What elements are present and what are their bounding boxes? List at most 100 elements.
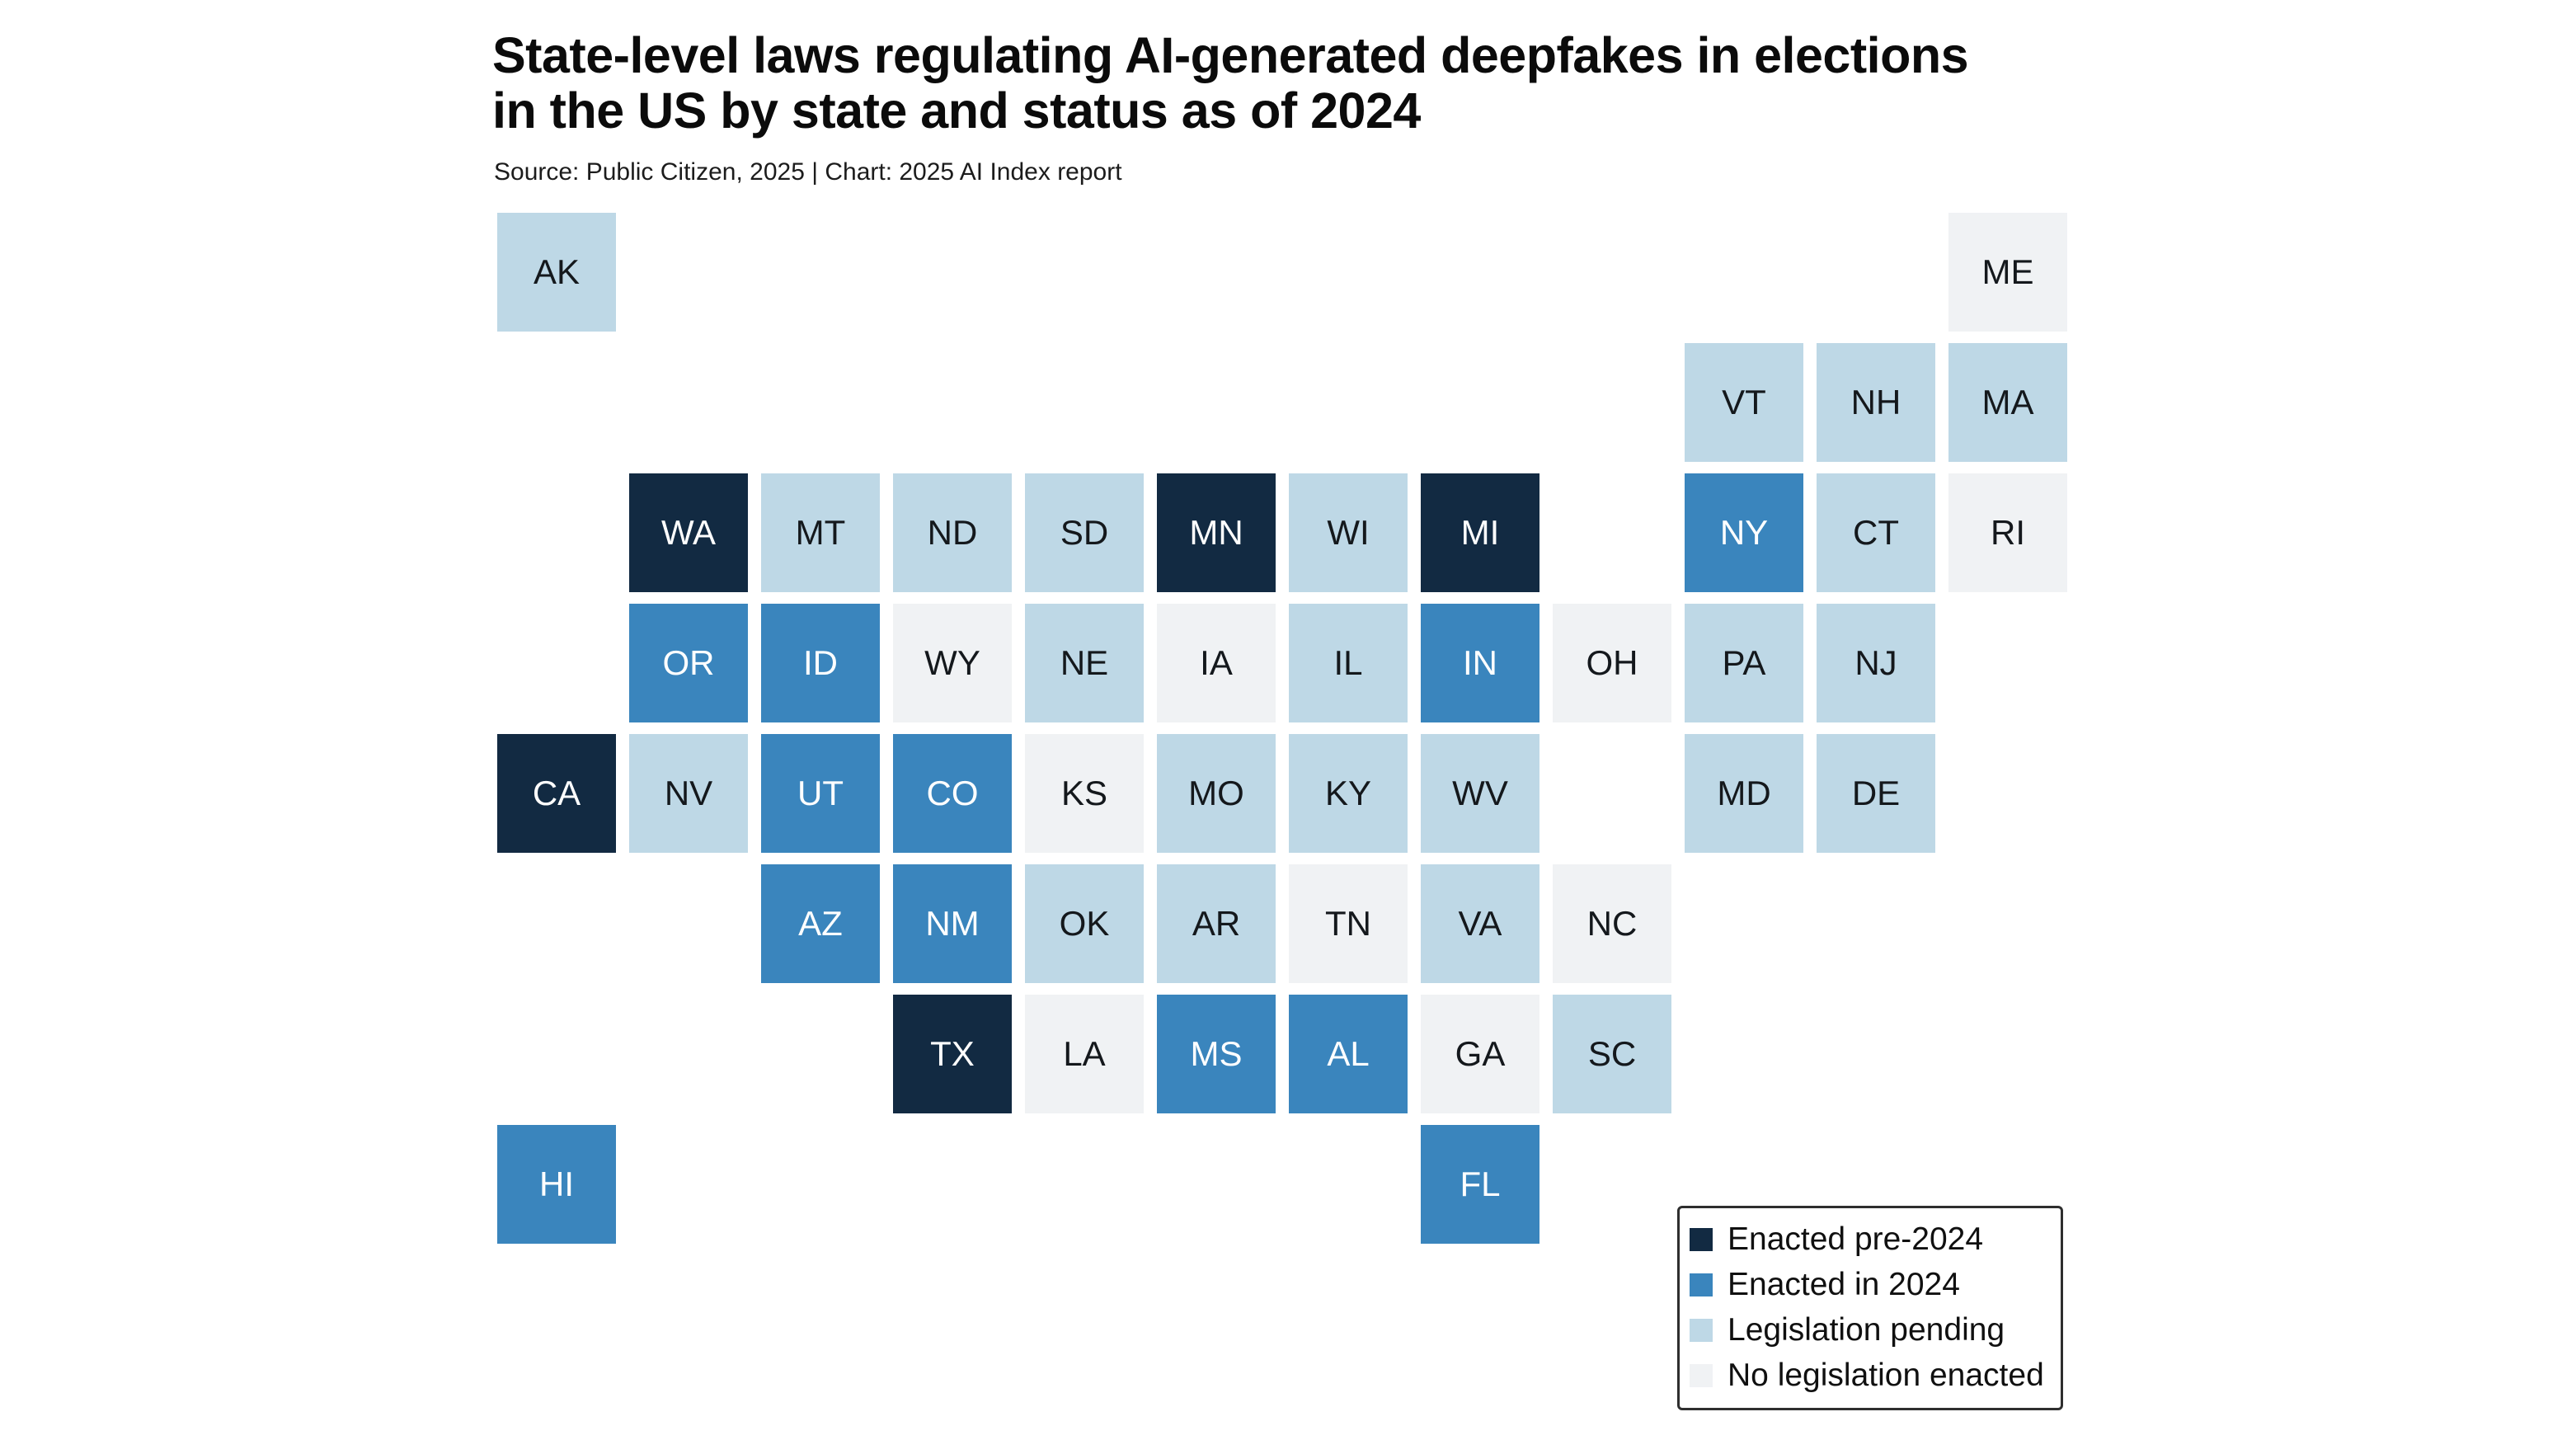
state-tile-wi: WI [1289, 473, 1408, 592]
legend-label: Enacted in 2024 [1728, 1266, 1960, 1302]
state-tile-md: MD [1685, 734, 1803, 853]
state-label: WV [1452, 774, 1508, 812]
state-label: RI [1991, 513, 2025, 552]
state-tile-nc: NC [1553, 864, 1671, 983]
state-tile-sc: SC [1553, 995, 1671, 1113]
chart-source: Source: Public Citizen, 2025 | Chart: 20… [494, 158, 1122, 186]
state-tile-ma: MA [1948, 343, 2067, 462]
legend-label: No legislation enacted [1728, 1357, 2044, 1393]
state-tile-il: IL [1289, 604, 1408, 722]
state-tile-ak: AK [497, 213, 616, 332]
legend-label: Legislation pending [1728, 1311, 2005, 1348]
state-tile-in: IN [1421, 604, 1539, 722]
state-tile-me: ME [1948, 213, 2067, 332]
state-tile-ky: KY [1289, 734, 1408, 853]
state-tile-az: AZ [761, 864, 880, 983]
state-tile-mn: MN [1157, 473, 1276, 592]
state-tile-sd: SD [1025, 473, 1144, 592]
state-tile-pa: PA [1685, 604, 1803, 722]
legend-item-legislation_pending: Legislation pending [1690, 1307, 2044, 1353]
state-label: VA [1458, 904, 1502, 943]
state-label: SD [1060, 513, 1109, 552]
state-label: NY [1719, 513, 1769, 552]
state-label: IL [1333, 643, 1363, 682]
state-label: UT [797, 774, 844, 812]
state-tile-ga: GA [1421, 995, 1539, 1113]
state-label: IA [1200, 643, 1233, 682]
state-tile-wv: WV [1421, 734, 1539, 853]
state-tile-nv: NV [629, 734, 748, 853]
state-tile-ny: NY [1685, 473, 1803, 592]
chart-title: State-level laws regulating AI-generated… [492, 27, 1969, 139]
state-label: NC [1586, 904, 1638, 943]
state-label: PA [1722, 643, 1766, 682]
state-tile-nm: NM [893, 864, 1012, 983]
state-label: KY [1324, 774, 1372, 812]
state-label: TX [930, 1034, 975, 1073]
state-label: MT [795, 513, 846, 552]
tile-map: AK ME VT NH MA WA MT ND SD MN WI MI NY CT RI OR ID WY NE IA… [497, 213, 2072, 1248]
state-tile-mi: MI [1421, 473, 1539, 592]
state-tile-ms: MS [1157, 995, 1276, 1113]
state-label: TN [1325, 904, 1371, 943]
state-tile-ut: UT [761, 734, 880, 853]
state-label: OH [1586, 643, 1638, 682]
state-label: MD [1717, 774, 1771, 812]
state-tile-ct: CT [1817, 473, 1935, 592]
state-tile-ia: IA [1157, 604, 1276, 722]
state-label: MS [1190, 1034, 1243, 1073]
state-label: NM [925, 904, 980, 943]
state-tile-nj: NJ [1817, 604, 1935, 722]
state-tile-or: OR [629, 604, 748, 722]
state-label: GA [1455, 1034, 1506, 1073]
state-label: OR [662, 643, 715, 682]
state-tile-la: LA [1025, 995, 1144, 1113]
state-label: MO [1188, 774, 1244, 812]
state-label: ME [1981, 252, 2034, 291]
state-label: NE [1060, 643, 1109, 682]
legend-swatch-icon [1690, 1227, 1713, 1251]
state-tile-de: DE [1817, 734, 1935, 853]
state-label: WA [660, 513, 717, 552]
state-label: IN [1463, 643, 1497, 682]
state-tile-mt: MT [761, 473, 880, 592]
state-label: WI [1327, 513, 1370, 552]
state-tile-va: VA [1421, 864, 1539, 983]
state-label: MN [1189, 513, 1243, 552]
legend-item-enacted_pre_2024: Enacted pre-2024 [1690, 1216, 2044, 1262]
state-label: OK [1059, 904, 1110, 943]
legend-item-enacted_in_2024: Enacted in 2024 [1690, 1262, 2044, 1307]
state-tile-ks: KS [1025, 734, 1144, 853]
state-tile-ne: NE [1025, 604, 1144, 722]
state-tile-co: CO [893, 734, 1012, 853]
state-label: WY [924, 643, 980, 682]
state-tile-al: AL [1289, 995, 1408, 1113]
state-tile-wa: WA [629, 473, 748, 592]
legend-item-no_legislation: No legislation enacted [1690, 1353, 2044, 1398]
state-tile-wy: WY [893, 604, 1012, 722]
state-label: DE [1851, 774, 1901, 812]
state-tile-tn: TN [1289, 864, 1408, 983]
state-tile-ok: OK [1025, 864, 1144, 983]
state-label: AR [1192, 904, 1241, 943]
state-label: MA [1981, 383, 2034, 421]
state-label: KS [1060, 774, 1108, 812]
state-label: CT [1853, 513, 1899, 552]
legend-swatch-icon [1690, 1273, 1713, 1296]
state-tile-oh: OH [1553, 604, 1671, 722]
state-label: HI [539, 1165, 574, 1203]
state-label: MI [1460, 513, 1500, 552]
state-label: NJ [1854, 643, 1897, 682]
state-label: ND [927, 513, 978, 552]
state-label: AL [1327, 1034, 1370, 1073]
state-tile-tx: TX [893, 995, 1012, 1113]
state-tile-nd: ND [893, 473, 1012, 592]
state-label: ID [803, 643, 838, 682]
state-tile-ca: CA [497, 734, 616, 853]
legend-label: Enacted pre-2024 [1728, 1221, 1984, 1257]
state-label: VT [1722, 383, 1766, 421]
state-label: LA [1063, 1034, 1106, 1073]
legend: Enacted pre-2024 Enacted in 2024 Legislati… [1677, 1206, 2063, 1410]
state-tile-mo: MO [1157, 734, 1276, 853]
state-tile-ar: AR [1157, 864, 1276, 983]
